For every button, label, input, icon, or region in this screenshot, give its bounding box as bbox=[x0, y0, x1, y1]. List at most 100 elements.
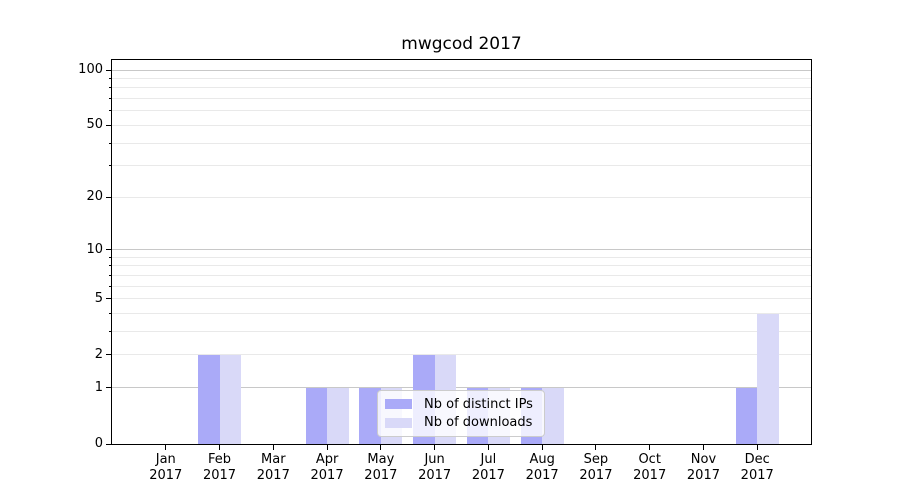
y-axis-tick bbox=[106, 249, 111, 251]
minor-gridline bbox=[112, 124, 811, 126]
minor-gridline bbox=[112, 354, 811, 356]
minor-gridline bbox=[112, 110, 811, 112]
minor-gridline bbox=[112, 274, 811, 276]
minor-gridline bbox=[112, 265, 811, 267]
x-tick-month: May bbox=[367, 452, 395, 467]
y-axis-minor-tick bbox=[108, 313, 111, 315]
x-tick-year: 2017 bbox=[149, 468, 183, 483]
x-axis-tick bbox=[487, 445, 489, 450]
x-tick-month: Feb bbox=[208, 452, 232, 467]
minor-gridline bbox=[112, 331, 811, 333]
legend-swatch-distinct-ips bbox=[385, 399, 412, 410]
y-axis-minor-tick bbox=[108, 165, 111, 167]
minor-gridline bbox=[112, 196, 811, 198]
y-axis-minor-tick bbox=[108, 256, 111, 258]
y-tick-label: 10 bbox=[86, 241, 103, 257]
y-axis-tick bbox=[106, 69, 111, 71]
x-tick-label: Oct 2017 bbox=[610, 452, 690, 484]
x-tick-month: Oct bbox=[638, 452, 661, 467]
x-tick-year: 2017 bbox=[310, 468, 344, 483]
minor-gridline bbox=[112, 298, 811, 300]
x-tick-year: 2017 bbox=[418, 468, 452, 483]
x-tick-month: Aug bbox=[529, 452, 555, 467]
y-axis-minor-tick bbox=[108, 265, 111, 267]
major-gridline bbox=[112, 387, 811, 389]
y-axis-tick bbox=[106, 298, 111, 300]
x-tick-label: Mar 2017 bbox=[233, 452, 313, 484]
x-tick-label: Dec 2017 bbox=[717, 452, 797, 484]
x-tick-label: Feb 2017 bbox=[180, 452, 260, 484]
legend-label-distinct-ips: Nb of distinct IPs bbox=[424, 396, 533, 412]
x-tick-month: Jul bbox=[480, 452, 497, 467]
minor-gridline bbox=[112, 165, 811, 167]
minor-gridline bbox=[112, 313, 811, 315]
y-tick-label: 50 bbox=[86, 117, 103, 133]
y-axis-minor-tick bbox=[108, 274, 111, 276]
y-axis-minor-tick bbox=[108, 285, 111, 287]
x-tick-year: 2017 bbox=[202, 468, 237, 483]
x-tick-year: 2017 bbox=[579, 468, 613, 483]
x-tick-month: Sep bbox=[583, 452, 609, 467]
x-tick-label: Apr 2017 bbox=[287, 452, 367, 484]
y-axis-minor-tick bbox=[108, 87, 111, 89]
bar-downloads-aug bbox=[542, 387, 564, 444]
x-tick-year: 2017 bbox=[256, 468, 290, 483]
x-tick-year: 2017 bbox=[471, 468, 505, 483]
legend: Nb of distinct IPs Nb of downloads bbox=[377, 390, 545, 437]
x-tick-month: Jan bbox=[155, 452, 176, 467]
x-axis-tick bbox=[649, 445, 651, 450]
y-axis-minor-tick bbox=[108, 98, 111, 100]
y-axis-tick bbox=[106, 354, 111, 356]
y-tick-label: 1 bbox=[94, 379, 103, 395]
x-axis-tick bbox=[756, 445, 758, 450]
x-tick-month: Nov bbox=[690, 452, 717, 467]
y-axis-tick bbox=[106, 387, 111, 389]
y-axis-tick bbox=[106, 124, 111, 126]
x-tick-year: 2017 bbox=[686, 468, 720, 483]
bar-downloads-feb bbox=[219, 354, 242, 444]
x-tick-label: Nov 2017 bbox=[663, 452, 743, 484]
x-axis-tick bbox=[702, 445, 704, 450]
bar-distinct-ips-dec bbox=[735, 387, 758, 444]
legend-entry-distinct-ips: Nb of distinct IPs bbox=[385, 397, 536, 412]
x-tick-label: Jan 2017 bbox=[126, 452, 206, 484]
x-tick-year: 2017 bbox=[740, 468, 774, 483]
x-tick-month: Jun bbox=[424, 452, 445, 467]
bar-distinct-ips-may bbox=[359, 387, 381, 444]
x-axis-tick bbox=[165, 445, 167, 450]
y-tick-label: 100 bbox=[78, 62, 103, 77]
x-tick-label: May 2017 bbox=[341, 452, 421, 484]
bar-distinct-ips-apr bbox=[305, 387, 328, 444]
bar-downloads-apr bbox=[327, 387, 349, 444]
x-axis-tick bbox=[541, 445, 543, 450]
x-axis-tick bbox=[595, 445, 597, 450]
y-axis-minor-tick bbox=[108, 77, 111, 79]
x-tick-label: Jun 2017 bbox=[395, 452, 475, 484]
plot-area: Nb of distinct IPs Nb of downloads bbox=[111, 59, 812, 445]
y-axis-minor-tick bbox=[108, 142, 111, 144]
x-axis-tick bbox=[272, 445, 274, 450]
legend-entry-downloads: Nb of downloads bbox=[385, 415, 536, 430]
minor-gridline bbox=[112, 285, 811, 287]
y-tick-label: 20 bbox=[86, 189, 103, 205]
legend-swatch-downloads bbox=[385, 417, 412, 428]
y-tick-label: 5 bbox=[94, 290, 103, 306]
y-axis-minor-tick bbox=[108, 331, 111, 333]
x-axis-tick bbox=[326, 445, 328, 450]
x-axis-tick bbox=[434, 445, 436, 450]
y-tick-label: 2 bbox=[94, 346, 103, 362]
y-tick-label: 0 bbox=[94, 436, 103, 451]
x-tick-year: 2017 bbox=[525, 468, 559, 483]
x-tick-label: Jul 2017 bbox=[448, 452, 528, 484]
x-axis-tick bbox=[219, 445, 221, 450]
bar-distinct-ips-feb bbox=[198, 354, 220, 444]
minor-gridline bbox=[112, 77, 811, 79]
bar-downloads-dec bbox=[757, 313, 779, 444]
legend-label-downloads: Nb of downloads bbox=[424, 415, 533, 431]
x-tick-month: Apr bbox=[315, 452, 339, 467]
x-tick-month: Dec bbox=[744, 452, 770, 467]
x-tick-year: 2017 bbox=[633, 468, 667, 483]
y-axis-tick bbox=[106, 196, 111, 198]
chart-title: mwgcod 2017 bbox=[401, 34, 522, 54]
